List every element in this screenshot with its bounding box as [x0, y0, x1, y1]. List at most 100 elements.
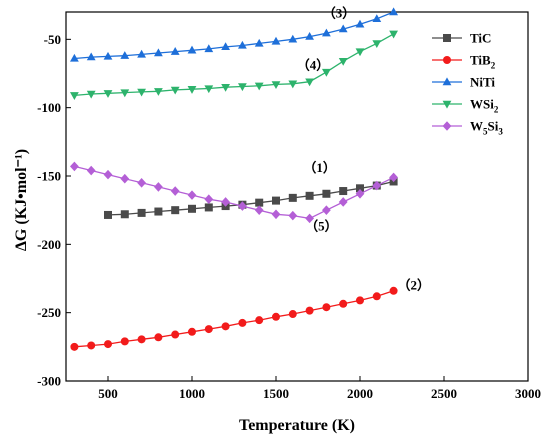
data-point-marker: [204, 44, 214, 53]
y-tick-label: -50: [44, 32, 61, 47]
data-point-marker: [187, 86, 197, 94]
data-point-marker: [443, 34, 451, 42]
data-point-marker: [272, 196, 280, 205]
data-point-marker: [305, 78, 314, 87]
data-point-marker: [389, 172, 398, 183]
data-point-marker: [254, 38, 264, 47]
x-tick-label: 1000: [179, 386, 205, 401]
data-point-marker: [322, 68, 331, 77]
data-point-marker: [372, 14, 382, 23]
data-point-marker: [389, 7, 398, 16]
data-point-marker: [187, 45, 197, 54]
data-point-marker: [87, 341, 96, 350]
data-point-marker: [288, 193, 297, 202]
series-WSi2: [70, 30, 398, 100]
data-point-marker: [120, 337, 129, 346]
data-point-marker: [204, 85, 214, 94]
data-point-marker: [137, 208, 146, 217]
data-point-marker: [288, 34, 298, 43]
legend-item-W5Si3: W5Si3: [432, 119, 503, 137]
data-point-marker: [137, 88, 146, 97]
data-point-marker: [288, 210, 298, 221]
x-tick-label: 3000: [515, 386, 541, 401]
data-point-marker: [221, 197, 230, 207]
data-point-marker: [137, 49, 146, 58]
plot-area-border: [65, 11, 529, 382]
series-TiB2: [70, 286, 398, 351]
data-point-marker: [154, 48, 163, 57]
data-point-marker: [272, 312, 280, 321]
x-tick-label: 500: [98, 386, 118, 401]
data-point-marker: [204, 203, 213, 212]
data-point-marker: [120, 210, 129, 219]
x-tick-label: 2000: [347, 386, 373, 401]
data-point-marker: [254, 205, 264, 215]
data-point-marker: [154, 333, 163, 342]
data-point-marker: [103, 90, 113, 98]
data-point-marker: [188, 204, 196, 213]
data-point-marker: [254, 82, 264, 91]
data-point-marker: [103, 169, 113, 180]
series-annotation: （5）: [305, 219, 338, 234]
data-point-marker: [70, 53, 79, 62]
series-line: [74, 33, 394, 97]
data-point-marker: [322, 28, 331, 37]
data-point-marker: [104, 210, 112, 219]
data-point-marker: [137, 335, 146, 344]
data-point-marker: [372, 40, 382, 49]
y-axis-title: ΔG (KJ•mol⁻¹): [13, 149, 30, 251]
data-point-marker: [104, 340, 112, 349]
legend-item-TiB2: TiB2: [432, 53, 496, 71]
series-annotation: （1）: [303, 160, 336, 175]
data-point-marker: [338, 197, 348, 207]
data-point-marker: [204, 194, 214, 205]
data-point-marker: [171, 330, 180, 339]
data-point-marker: [271, 81, 281, 90]
data-point-marker: [188, 327, 196, 336]
series-NiTi: [70, 7, 398, 62]
y-tick-label: -300: [37, 374, 61, 389]
data-point-marker: [339, 187, 348, 196]
data-point-marker: [305, 32, 314, 40]
data-point-marker: [339, 299, 348, 308]
data-point-marker: [389, 286, 398, 295]
legend-label: TiC: [470, 31, 491, 46]
data-point-marker: [187, 190, 197, 200]
data-point-marker: [305, 306, 314, 315]
axis-ticks: 500 1000 1500 2000 2500 3000 -300 -250 -200 -150 -…: [37, 32, 541, 401]
data-point-marker: [137, 178, 146, 188]
data-point-marker: [171, 206, 180, 215]
data-point-marker: [86, 165, 96, 176]
data-point-marker: [170, 86, 180, 95]
data-point-marker: [372, 180, 382, 191]
data-point-marker: [70, 92, 79, 100]
data-point-marker: [154, 88, 163, 96]
data-point-marker: [288, 310, 297, 319]
legend-label: NiTi: [470, 75, 495, 90]
annotations: （3） （4） （1） （5） （2）: [297, 5, 430, 292]
x-tick-label: 2500: [431, 386, 457, 401]
series-annotation: （2）: [398, 277, 431, 292]
data-point-marker: [255, 316, 264, 325]
series-TiC: [104, 177, 398, 219]
data-point-marker: [305, 213, 314, 224]
legend-label: W5Si3: [470, 119, 503, 137]
data-point-marker: [443, 56, 451, 64]
data-point-marker: [271, 209, 281, 220]
data-point-marker: [442, 100, 452, 109]
y-tick-label: -100: [37, 100, 61, 115]
data-point-marker: [288, 80, 298, 89]
x-tick-label: 1500: [263, 386, 289, 401]
data-point-marker: [355, 188, 365, 199]
data-point-marker: [305, 191, 314, 200]
data-point-marker: [442, 121, 452, 131]
data-point-marker: [238, 318, 247, 327]
data-point-marker: [221, 83, 230, 92]
legend-label: WSi2: [470, 97, 499, 115]
data-point-marker: [238, 40, 247, 49]
plot-frame: [65, 11, 529, 382]
y-tick-label: -150: [37, 169, 61, 184]
series-annotation: （3）: [323, 5, 356, 20]
data-point-marker: [120, 173, 130, 184]
data-point-marker: [221, 42, 230, 51]
